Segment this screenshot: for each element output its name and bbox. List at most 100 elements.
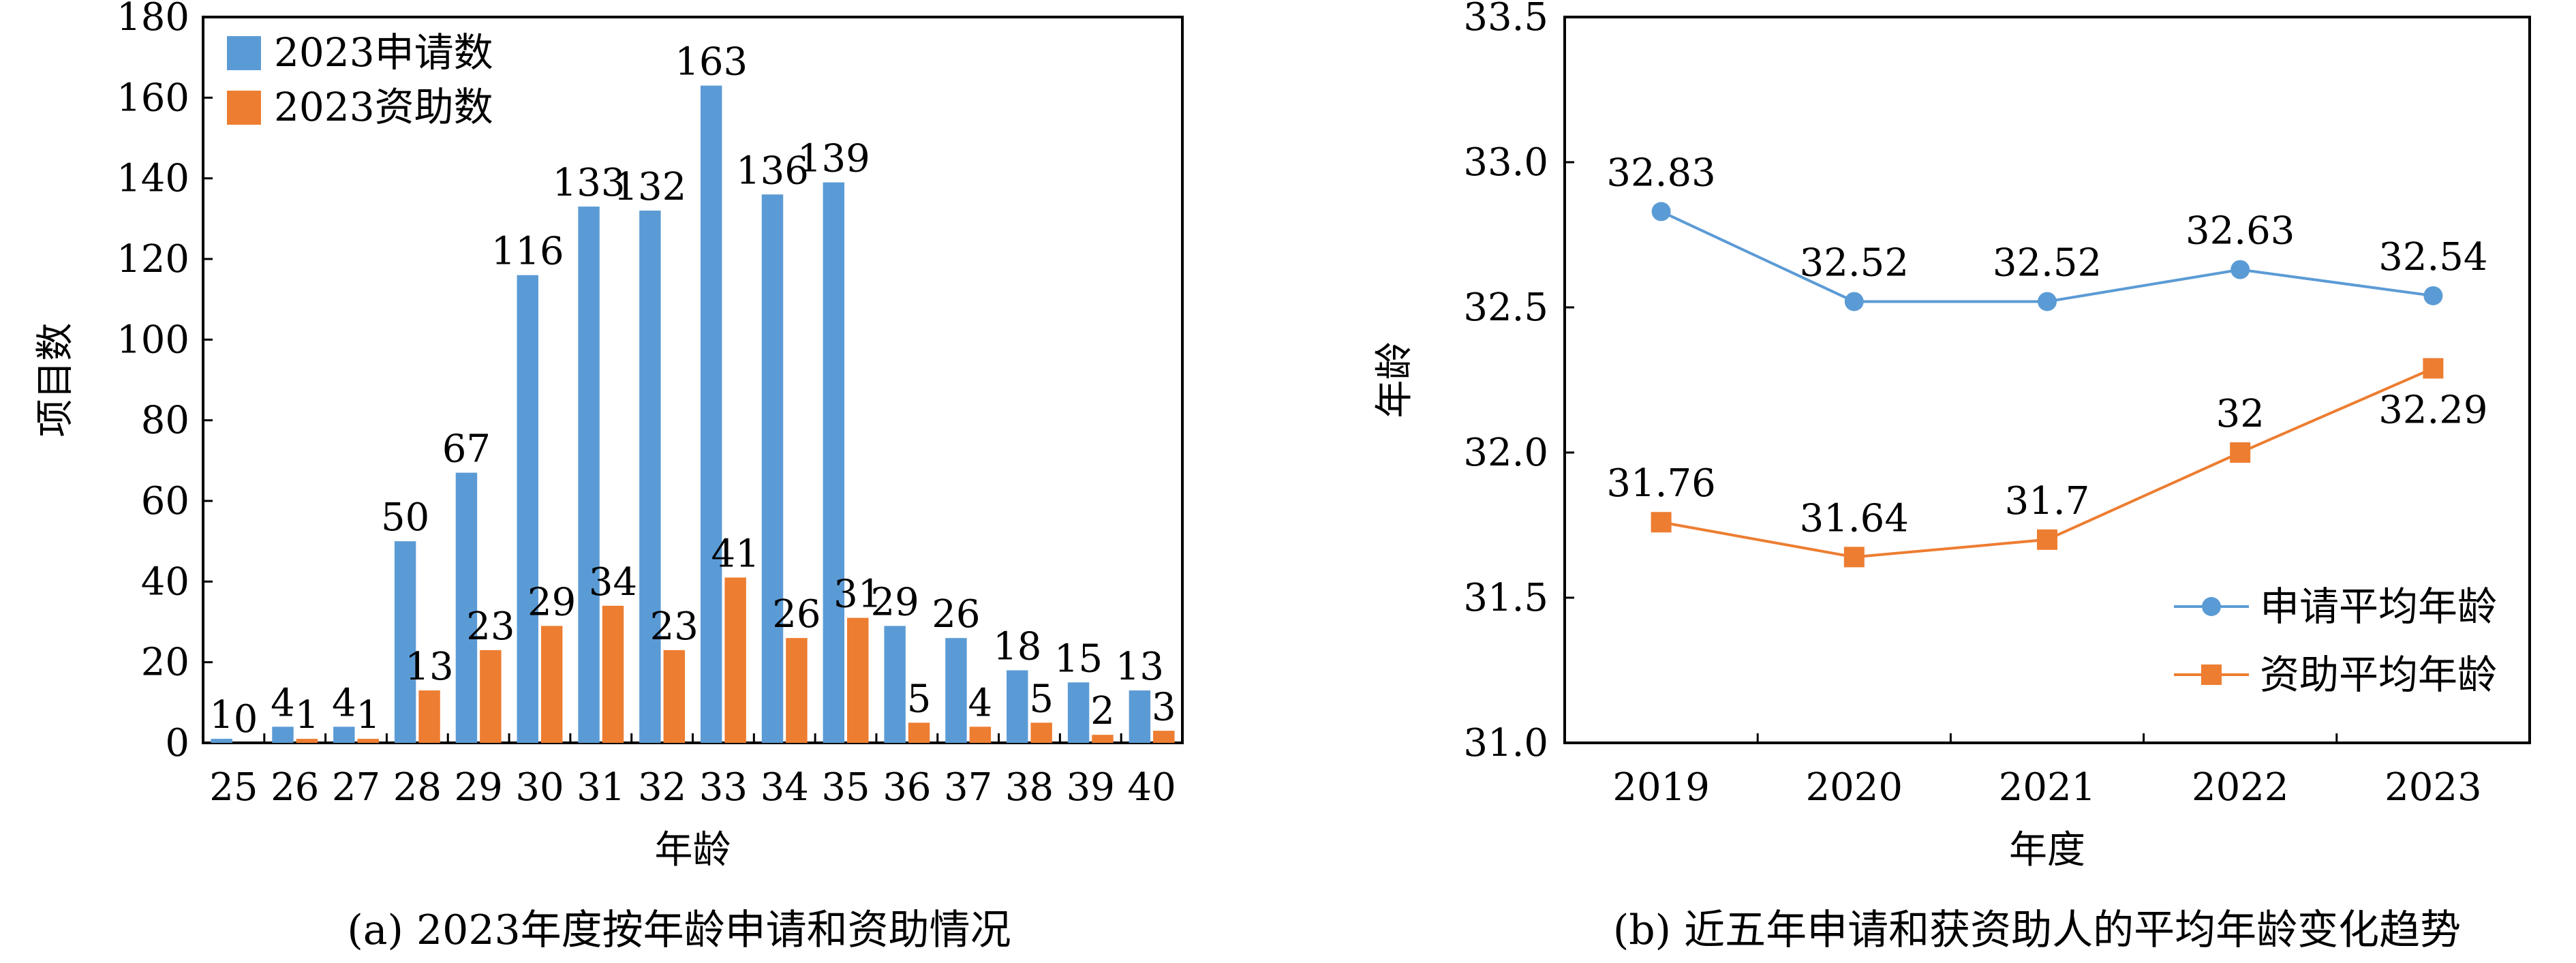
chart-b-x-tick-label: 2022 xyxy=(2192,765,2289,810)
chart-a-data-label-apply: 50 xyxy=(381,495,429,540)
chart-b-x-tick-label: 2023 xyxy=(2385,765,2482,810)
chart-b-y-tick-label: 32.0 xyxy=(1463,431,1548,475)
chart-a-x-tick-label: 39 xyxy=(1067,765,1115,810)
chart-a-bar-apply xyxy=(1067,682,1090,743)
chart-a-data-label-fund: 41 xyxy=(711,532,759,576)
chart-a-data-label-apply: 13 xyxy=(1116,645,1164,689)
chart-b-data-label-apply: 32.63 xyxy=(2186,209,2295,254)
chart-a-legend-swatch-fund xyxy=(227,91,261,125)
chart-a-data-label-apply: 1 xyxy=(209,693,234,737)
chart-a-x-tick-label: 36 xyxy=(883,765,931,810)
chart-b-x-axis-label: 年度 xyxy=(2009,828,2085,872)
chart-a-y-tick-label: 100 xyxy=(117,318,189,362)
chart-b-data-label-fund: 32 xyxy=(2216,392,2265,436)
chart-b-legend-label-apply: 申请平均年龄 xyxy=(2260,583,2497,630)
chart-a-data-label-apply: 163 xyxy=(675,40,748,85)
chart-a-data-label-apply: 133 xyxy=(553,161,626,205)
chart-a-bar-apply xyxy=(639,211,661,743)
chart-a-data-label-apply: 18 xyxy=(993,625,1041,669)
chart-b-marker-apply xyxy=(2230,260,2250,279)
chart-a-bar-fund xyxy=(1153,731,1175,743)
chart-a-data-label-fund: 2 xyxy=(1090,689,1115,733)
chart-a-data-label-apply: 67 xyxy=(442,427,491,472)
chart-a-x-tick-label: 38 xyxy=(1005,765,1054,810)
chart-b-legend-marker-fund xyxy=(2201,664,2222,685)
chart-b-lines xyxy=(1651,202,2444,568)
chart-a-legend-label-fund: 2023资助数 xyxy=(274,84,493,130)
chart-a-data-label-fund: 1 xyxy=(356,693,380,737)
chart-a-bar-fund xyxy=(602,605,624,743)
chart-a-legend: 2023申请数 2023资助数 xyxy=(227,29,493,130)
chart-a-data-label-fund: 5 xyxy=(1029,677,1054,721)
chart-a-bar-apply xyxy=(394,541,416,743)
chart-a-y-tick-label: 20 xyxy=(141,641,189,685)
chart-a-bar-apply xyxy=(700,85,722,744)
chart-a-data-label-apply: 132 xyxy=(613,165,686,209)
chart-a-bar-fund xyxy=(847,617,869,743)
chart-a-x-tick-label: 26 xyxy=(271,765,319,810)
chart-a-bar-fund xyxy=(724,577,746,743)
chart-a-bar-fund xyxy=(663,649,686,743)
chart-a-bar-fund xyxy=(540,626,563,743)
chart-a-x-tick-label: 32 xyxy=(638,765,686,810)
chart-a-y-tick-label: 140 xyxy=(117,157,189,201)
chart-b-data-label-fund: 31.76 xyxy=(1606,461,1715,506)
chart-b-data-label-apply: 32.52 xyxy=(1800,241,1909,285)
chart-a-x-tick-label: 40 xyxy=(1127,765,1176,810)
chart-a-y-tick-label: 0 xyxy=(165,721,189,765)
chart-b-marker-apply xyxy=(1651,202,1671,221)
chart-a-x-tick-label: 30 xyxy=(515,765,564,810)
chart-b-data-label-apply: 32.54 xyxy=(2378,235,2487,279)
chart-a-data-label-apply: 136 xyxy=(736,149,809,193)
chart-a-x-tick-label: 28 xyxy=(393,765,442,810)
chart-a-data-label-fund: 23 xyxy=(466,605,515,649)
chart-a-data-label-apply: 15 xyxy=(1054,637,1103,681)
chart-a-legend-swatch-apply xyxy=(227,36,261,70)
chart-b-marker-fund xyxy=(2037,529,2057,550)
chart-a-data-label-fund: 31 xyxy=(833,572,882,617)
chart-b-marker-fund xyxy=(1843,547,1865,568)
chart-a-data-label-fund: 0 xyxy=(234,697,258,742)
chart-a-bar-apply xyxy=(1007,670,1028,743)
chart-a-x-tick-label: 34 xyxy=(761,765,809,810)
chart-b-y-axis-label: 年龄 xyxy=(1373,342,1417,418)
chart-a-bar-apply xyxy=(578,207,600,743)
chart-a-bar-fund xyxy=(1030,722,1052,743)
chart-a-data-label-apply: 116 xyxy=(491,230,564,274)
chart-a-data-label-fund: 29 xyxy=(527,580,576,624)
chart-a-data-label-fund: 3 xyxy=(1152,685,1176,729)
chart-a-data-label-fund: 13 xyxy=(405,645,453,689)
chart-a-y-axis-label: 项目数 xyxy=(33,323,78,438)
chart-a-y-axis: 0 20 40 60 80 100 120 140 160 180 xyxy=(117,0,213,765)
chart-b-marker-fund xyxy=(2230,442,2251,463)
chart-b-y-tick-label: 31.0 xyxy=(1463,721,1548,765)
chart-b-legend-marker-apply xyxy=(2202,597,2221,616)
chart-a-x-tick-label: 31 xyxy=(577,765,625,810)
chart-a-x-tick-label: 27 xyxy=(332,765,380,810)
chart-a-bars xyxy=(211,85,1175,744)
chart-a-bar-apply xyxy=(333,727,355,743)
chart-b-y-tick-label: 33.0 xyxy=(1463,140,1548,185)
chart-a-data-label-fund: 4 xyxy=(968,681,993,725)
chart-a-bar-fund xyxy=(1092,735,1114,743)
chart-a-y-tick-label: 160 xyxy=(117,76,189,120)
chart-a-bar-fund xyxy=(296,739,318,743)
chart-a-x-tick-label: 33 xyxy=(699,765,748,810)
chart-a-bar-apply xyxy=(455,472,478,743)
chart-b-marker-fund xyxy=(2423,358,2444,379)
chart-b-x-tick-label: 2021 xyxy=(1999,765,2096,810)
chart-a-y-tick-label: 80 xyxy=(141,399,189,443)
chart-a-y-tick-label: 40 xyxy=(141,560,189,604)
chart-b-x-tick-label: 2019 xyxy=(1612,765,1710,810)
chart-b-data-labels: 32.83 32.52 32.52 32.63 32.54 31.76 31.64 31.7 3… xyxy=(1606,151,2487,540)
chart-b-marker-apply xyxy=(1844,292,1864,311)
chart-b-data-label-fund: 32.29 xyxy=(2378,388,2487,432)
chart-a-bar-apply xyxy=(884,626,906,743)
chart-a-bar-fund xyxy=(357,739,379,743)
chart-a-bar-fund xyxy=(908,722,930,743)
chart-b-y-axis: 31.0 31.5 32.0 32.5 33.0 33.5 xyxy=(1463,0,1574,765)
chart-b-x-tick-label: 2020 xyxy=(1806,765,1903,810)
